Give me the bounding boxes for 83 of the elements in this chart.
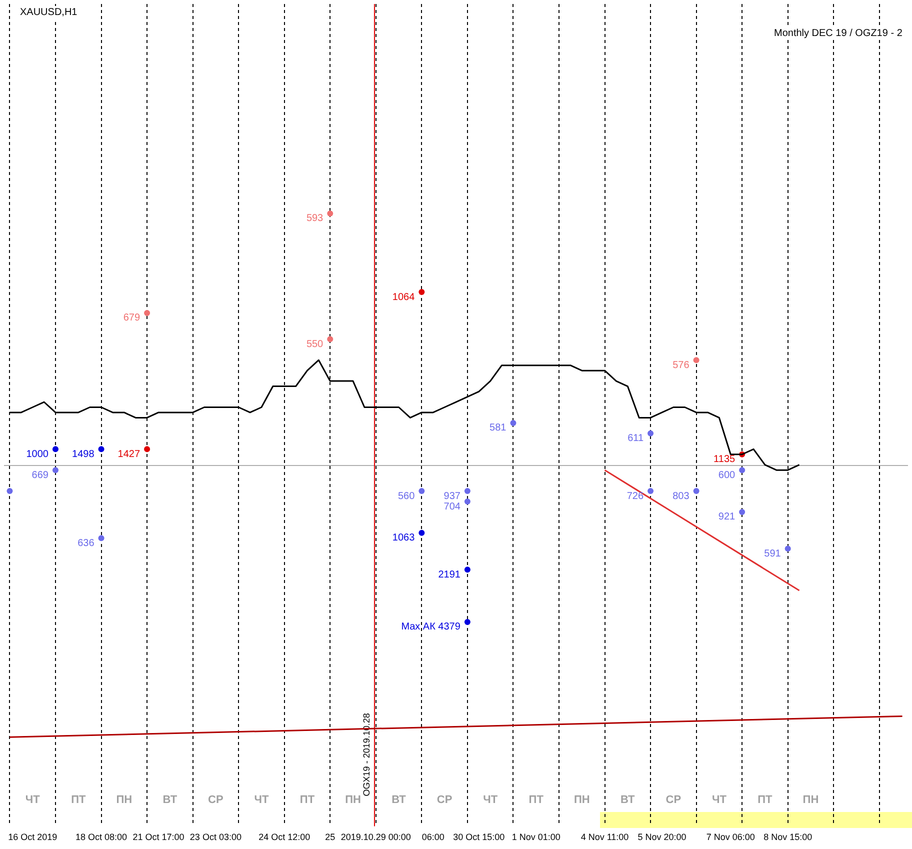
x-tick-label: 2019.10.29 00:00 (340, 832, 411, 842)
x-tick-label: 24 Oct 12:00 (258, 832, 310, 842)
point (98, 535, 104, 542)
series-label: 803 (672, 490, 690, 502)
x-tick-label: 21 Oct 17:00 (132, 832, 184, 842)
point (464, 566, 470, 573)
series-label: 1427 (118, 448, 140, 460)
text: ВТ (620, 794, 636, 806)
point (464, 618, 470, 625)
point (418, 530, 425, 536)
point (648, 488, 654, 494)
point (693, 357, 700, 364)
point (52, 467, 58, 474)
point (464, 498, 470, 505)
series-label: 1135 (714, 454, 736, 466)
x-tick-label: 7 Nov 06:00 (706, 832, 755, 842)
text: СР (666, 794, 682, 806)
series-label: 600 (718, 470, 736, 481)
point (784, 546, 791, 552)
text: ПН (802, 794, 819, 806)
series-label: 611 (628, 433, 644, 444)
text: ЧТ (712, 794, 727, 806)
x-tick-label: 5 Nov 20:00 (638, 832, 686, 842)
series-label: 636 (78, 538, 95, 549)
chart-subtitle: Monthly DEC 19 / OGZ19 - 2 (774, 28, 903, 39)
text: СР (208, 794, 224, 806)
point (52, 446, 58, 452)
series-label: 1498 (72, 448, 95, 460)
point (693, 488, 700, 494)
series-label: 593 (306, 213, 324, 224)
series-label: 576 (672, 360, 690, 371)
x-tick-label: 25 (325, 832, 336, 842)
series-label: 581 (490, 422, 507, 434)
point (648, 430, 654, 436)
series-label: Max АК 4379 (401, 622, 461, 633)
x-tick-label: 18 Oct 08:00 (75, 832, 128, 842)
point (144, 446, 150, 452)
text: ПН (345, 794, 361, 806)
point (6, 488, 13, 494)
point (739, 508, 746, 515)
series-label: 560 (398, 490, 416, 502)
point (327, 336, 334, 342)
series-label: 591 (764, 548, 782, 560)
text: ЧТ (483, 794, 498, 806)
point (739, 467, 746, 474)
series-label: 704 (444, 501, 461, 512)
series-label: 550 (306, 338, 324, 350)
x-tick-label: 4 Nov 11:00 (580, 832, 629, 842)
point (464, 488, 470, 494)
text: ПН (116, 794, 132, 806)
series-label: 2191 (438, 569, 461, 580)
chart-title: XAUUSD,H1 (20, 6, 78, 18)
x-tick-label: 16 Oct 2019 (8, 832, 58, 842)
series-label: 1000 (26, 448, 49, 460)
point (327, 210, 334, 216)
text: ПТ (71, 794, 86, 806)
series-label: 1063 (392, 532, 416, 544)
text: ЧТ (254, 794, 269, 806)
series-label: 669 (32, 470, 49, 481)
text: ПН (574, 794, 590, 806)
point (98, 446, 104, 452)
x-tick-label: 1 Nov 01:00 (512, 832, 560, 842)
point (418, 289, 425, 296)
series-label: 921 (718, 512, 736, 523)
text: СР (436, 794, 452, 806)
text: ЧТ (25, 794, 40, 806)
text: ВТ (162, 794, 178, 806)
ref-line-label: OGX19 - 2019.10.28 (361, 713, 372, 796)
point (144, 310, 150, 316)
text: ПТ (528, 794, 544, 806)
series-label: 1064 (392, 292, 416, 303)
series-label: 937 (444, 490, 461, 502)
series-label: 679 (123, 312, 140, 324)
point (418, 488, 425, 494)
x-tick-label: 06:00 (422, 832, 444, 842)
x-tick-label: 8 Nov 15:00 (764, 832, 812, 842)
x-tick-label: 30 Oct 15:00 (453, 832, 505, 842)
point (510, 420, 516, 426)
x-tick-label: 23 Oct 03:00 (190, 832, 242, 842)
text: ВТ (392, 794, 406, 806)
text: ПТ (300, 794, 315, 806)
text: ПТ (758, 794, 773, 806)
series-label: 726 (626, 490, 644, 502)
